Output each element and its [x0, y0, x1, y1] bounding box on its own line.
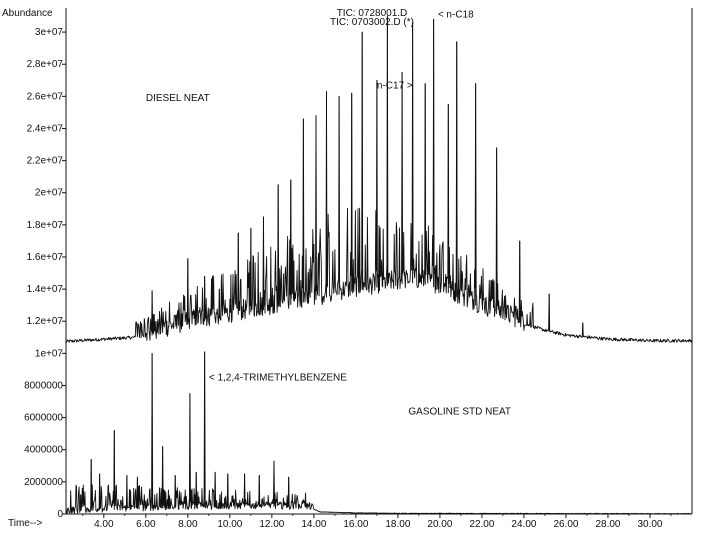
y-tick-label: 2.6e+07 [27, 91, 64, 102]
y-tick-label: 1.2e+07 [27, 316, 64, 327]
x-tick-label: 30.00 [637, 519, 662, 530]
annotation-label: < n-C18 [438, 10, 474, 21]
annotation-label: < 1,2,4-TRIMETHYLBENZENE [209, 373, 347, 384]
x-tick-label: 26.00 [553, 519, 578, 530]
y-tick-label: 8000000 [24, 380, 63, 391]
y-tick-label: 6000000 [24, 413, 63, 424]
series-line-gasoline [65, 351, 693, 515]
x-axis-title: Time--> [8, 518, 43, 529]
y-tick-label: 1.6e+07 [27, 252, 64, 263]
annotation-label: DIESEL NEAT [146, 93, 210, 104]
annotation-label: GASOLINE STD NEAT [408, 406, 511, 417]
x-tick-label: 28.00 [595, 519, 620, 530]
y-axis-title: Abundance [2, 8, 53, 19]
y-tick-label: 2.2e+07 [27, 156, 64, 167]
x-tick-label: 18.00 [385, 519, 410, 530]
annotation-label: n-C17 > [377, 80, 413, 91]
y-tick-label: 2.4e+07 [27, 123, 64, 134]
legend-entry: TIC: 0703002.D (*) [330, 17, 414, 28]
x-tick-label: 8.00 [178, 519, 198, 530]
x-tick-label: 12.00 [259, 519, 284, 530]
y-tick-label: 3e+07 [35, 27, 64, 38]
x-tick-label: 6.00 [136, 519, 156, 530]
x-tick-label: 14.00 [301, 519, 326, 530]
legend-entry: TIC: 0728001.D [337, 8, 408, 19]
x-tick-label: 16.00 [343, 519, 368, 530]
y-tick-label: 2000000 [24, 477, 63, 488]
axes: Abundance Time--> 4.00 6.00 8.00 10.00 12.00 14… [2, 8, 693, 530]
traces [65, 15, 693, 515]
y-tick-label: 0 [57, 509, 63, 520]
x-tick-label: 20.00 [427, 519, 452, 530]
y-tick-label: 1e+07 [35, 348, 64, 359]
y-tick-label: 4000000 [24, 445, 63, 456]
y-tick-label: 1.8e+07 [27, 220, 64, 231]
y-tick-label: 1.4e+07 [27, 284, 64, 295]
series-line-diesel [65, 15, 693, 343]
y-tick-label: 2.8e+07 [27, 59, 64, 70]
x-tick-label: 24.00 [511, 519, 536, 530]
x-tick-label: 22.00 [469, 519, 494, 530]
x-tick-label: 4.00 [94, 519, 114, 530]
x-tick-label: 10.00 [217, 519, 242, 530]
y-tick-label: 2e+07 [35, 188, 64, 199]
